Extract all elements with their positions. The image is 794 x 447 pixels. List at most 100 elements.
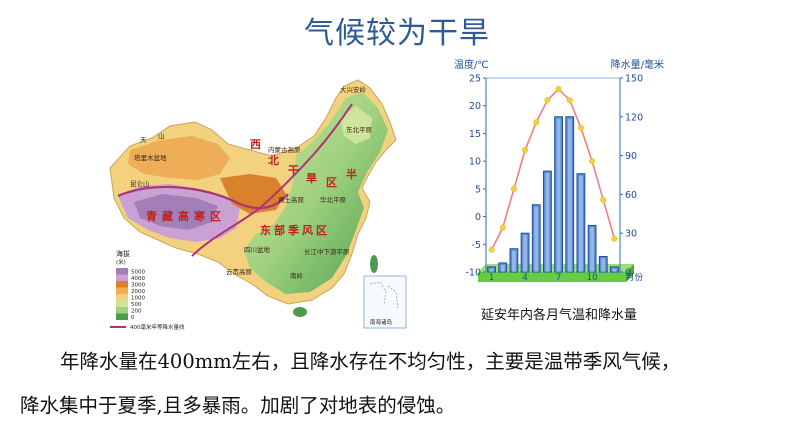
temperature-point: [533, 119, 540, 126]
x-axis-unit-label: 月份: [626, 272, 644, 283]
region-boundary: [117, 185, 289, 210]
legend-swatch: [116, 268, 128, 275]
place-label: 云贵高原: [226, 267, 253, 276]
map-svg: 西 北 干 旱 区 青 藏 高 寒 区 东 部 季 风 区 半 天 山 塔里木盆…: [109, 79, 407, 331]
left-tick-label: 10: [469, 157, 481, 168]
region-label: 寒: [193, 209, 206, 223]
left-tick-label: -5: [472, 240, 481, 251]
legend-level-label: 5000: [131, 270, 145, 276]
legend-level-label: 200: [131, 309, 142, 315]
south-china-sea-inset: 南海诸岛: [363, 275, 407, 329]
precipitation-bar: [487, 266, 496, 273]
legend-level-label: 4000: [131, 276, 145, 282]
temperature-point: [499, 224, 506, 231]
chart-caption: 延安年内各月气温和降水量: [480, 308, 637, 323]
left-axis-label: 温度/℃: [454, 58, 489, 71]
northeast-plain: [340, 106, 372, 144]
right-tick-label: 90: [625, 151, 637, 162]
right-tick-label: 30: [625, 229, 637, 240]
right-tick-label: 60: [625, 190, 637, 201]
precipitation-bar-highlight: [556, 118, 561, 272]
precipitation-bar-highlight: [601, 258, 606, 272]
slide-title: 气候较为干旱: [304, 16, 490, 51]
temperature-point: [544, 97, 551, 104]
temperature-point: [589, 158, 596, 165]
precipitation-bar: [554, 116, 563, 273]
region-label: 部: [274, 223, 285, 237]
precipitation-bar: [520, 232, 530, 273]
region-label: 西: [250, 138, 261, 151]
description-paragraph: 年降水量在400mm左右，且降水存在不均匀性，主要是温带季风气候， 降水集中于夏…: [20, 340, 785, 428]
legend-line-label: 400毫米年等降水量线: [130, 323, 185, 331]
precipitation-bar-highlight: [545, 173, 550, 272]
temperature-point: [510, 185, 517, 192]
region-label: 区: [326, 176, 337, 189]
place-label: 华北平原: [320, 195, 347, 204]
precipitation-bar-highlight: [500, 264, 505, 272]
precipitation-bar-highlight: [567, 118, 572, 272]
place-label: 四川盆地: [244, 245, 271, 254]
legend-level-label: 3000: [131, 283, 145, 289]
paragraph-line-2: 降水集中于夏季,且多暴雨。加剧了对地表的侵蚀。: [20, 394, 456, 417]
climate-chart: 温度/℃ 降水量/毫米 25 20 15 10 5 0 -5 -10 150 120 90 60 30 0…: [448, 56, 670, 294]
x-tick-label: 10: [587, 273, 598, 283]
region-label: 区: [210, 210, 221, 223]
temperature-point: [488, 246, 495, 253]
tibet-high: [134, 194, 218, 230]
place-label: 天: [140, 136, 147, 144]
legend-swatch: [116, 300, 128, 307]
temperature-point: [577, 124, 584, 131]
right-tick-label: 120: [625, 112, 643, 123]
precipitation-bar-highlight: [579, 175, 583, 272]
precipitation-bar: [598, 255, 608, 273]
x-tick-label: 7: [556, 273, 561, 283]
legend-swatch: [116, 313, 128, 320]
temperature-point: [600, 196, 607, 203]
x-tick-label: 1: [489, 273, 494, 283]
precipitation-bar-highlight: [534, 206, 539, 272]
temperature-point: [522, 147, 529, 154]
place-label: 长江中下游平原: [304, 247, 350, 256]
paragraph-line-1: 年降水量在400mm左右，且降水存在不均匀性，主要是温带季风气候，: [60, 350, 681, 373]
left-tick-label: 15: [469, 129, 481, 140]
place-label: 昆仑山: [130, 179, 150, 188]
precipitation-bar: [587, 224, 597, 273]
place-label: 山: [158, 131, 165, 140]
region-label: 风: [302, 223, 313, 237]
right-tick-label: 0: [625, 268, 631, 279]
legend-level-label: 1000: [131, 296, 145, 302]
legend-swatch: [116, 307, 128, 314]
precipitation-bar-highlight: [612, 268, 617, 272]
temperature-point: [566, 97, 573, 104]
precipitation-bar-highlight: [512, 250, 516, 272]
precipitation-bar: [610, 266, 619, 273]
left-tick-label: 20: [469, 101, 481, 112]
region-label: 藏: [162, 209, 173, 223]
legend-title: 海拔: [116, 249, 130, 258]
china-terrain-map: 西 北 干 旱 区 青 藏 高 寒 区 东 部 季 风 区 半 天 山 塔里木盆…: [100, 78, 430, 336]
region-label: 旱: [306, 172, 317, 185]
northwest-basin: [128, 136, 230, 180]
temperature-point: [555, 86, 562, 93]
place-label: 南岭: [290, 271, 304, 280]
climate-chart-svg: 温度/℃ 降水量/毫米 25 20 15 10 5 0 -5 -10 150 120 90 60 30 0…: [454, 58, 664, 283]
place-label: 黄土高原: [278, 195, 305, 204]
precipitation-bar: [509, 248, 519, 273]
legend-swatch: [116, 294, 128, 301]
region-label: 季: [287, 223, 300, 237]
region-label: 干: [288, 164, 299, 177]
region-label: 青: [146, 209, 157, 223]
chart-base-front: [478, 272, 626, 282]
taiwan-island: [370, 255, 378, 273]
precipitation-bar-highlight: [590, 227, 594, 272]
temperature-line: [490, 87, 616, 251]
precipitation-bar: [576, 173, 586, 273]
legend-swatch: [116, 281, 128, 288]
region-label: 东: [260, 223, 271, 237]
precipitation-bar: [498, 262, 508, 273]
right-tick-label: 150: [625, 74, 643, 85]
precipitation-bar-highlight: [489, 268, 494, 272]
left-tick-label: 0: [475, 212, 481, 223]
region-label: 高: [178, 209, 189, 223]
